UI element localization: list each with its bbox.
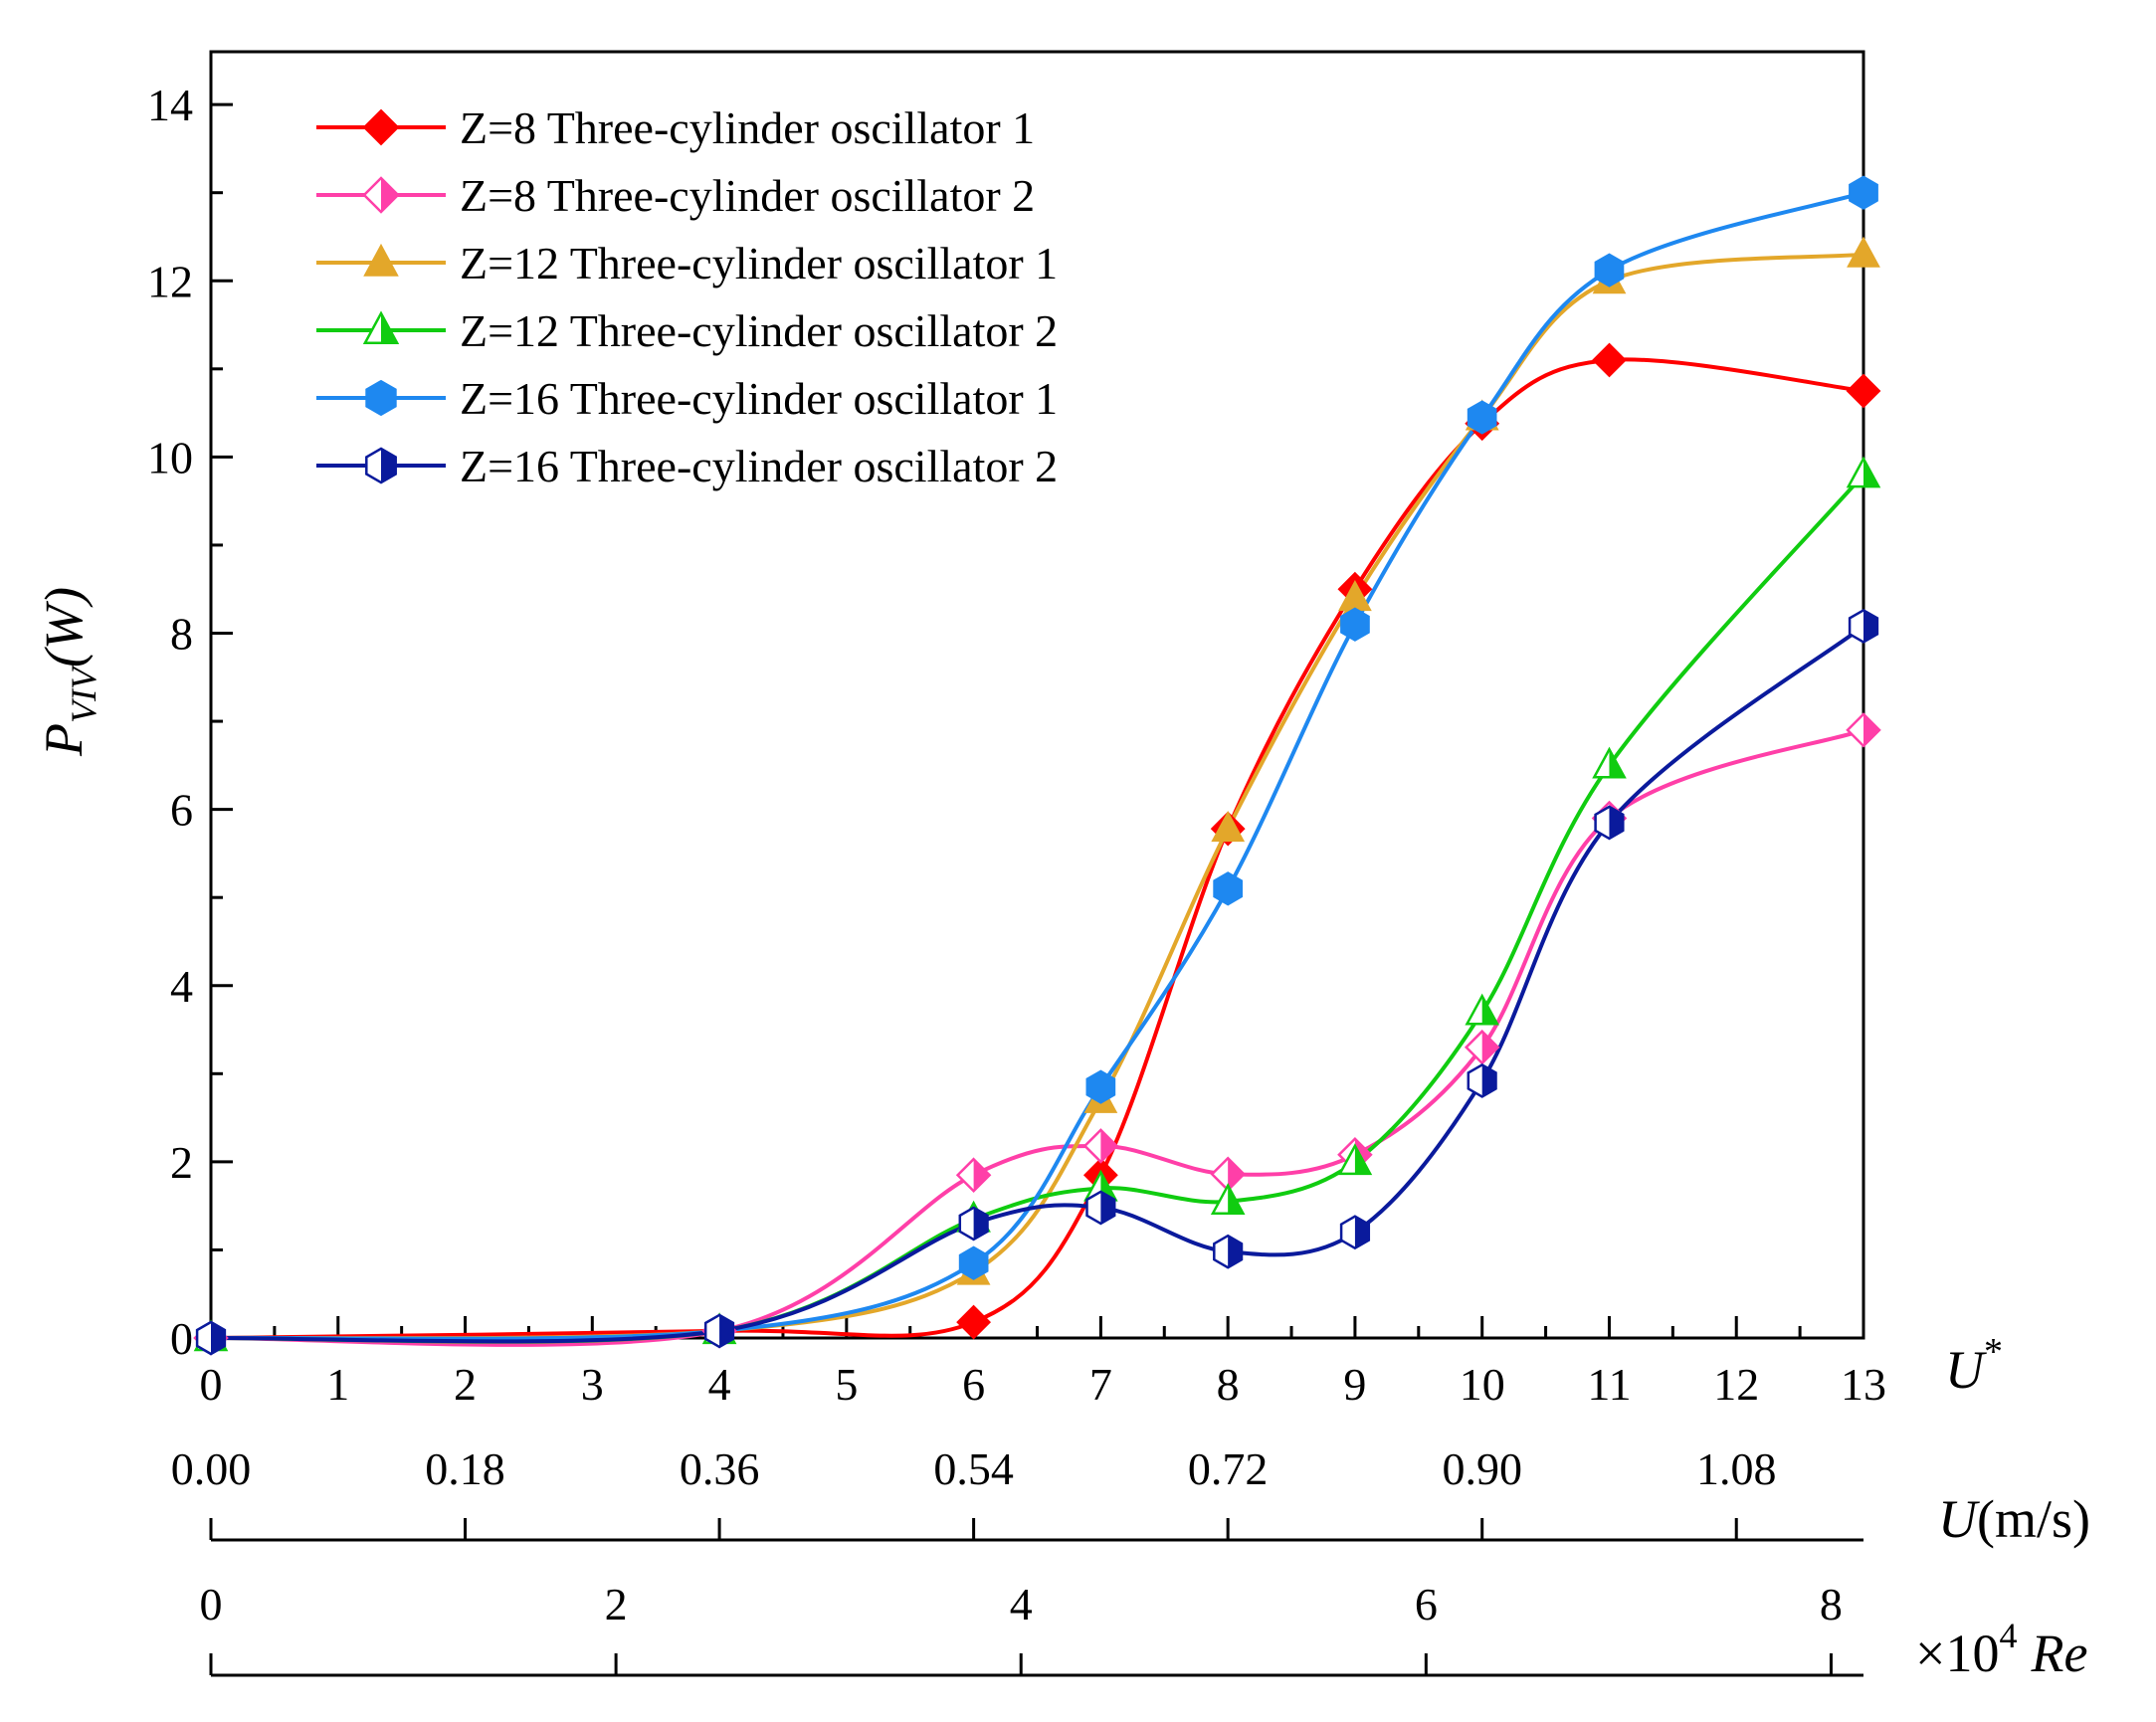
legend-marker [365,379,397,417]
legend-item-5: Z=16 Three-cylinder oscillator 1 [316,373,1058,424]
data-point [1339,1215,1371,1250]
data-point [1082,1128,1119,1164]
legend-item-2: Z=8 Three-cylinder oscillator 2 [316,170,1035,221]
data-point [1592,746,1627,779]
legend-item-6: Z=16 Three-cylinder oscillator 2 [316,441,1058,491]
series-line-1 [210,357,1864,1340]
data-point [1337,1143,1373,1176]
y-tick-label: 0 [170,1313,193,1364]
legend-marker [362,176,400,214]
y-tick-label: 4 [170,961,193,1012]
data-point [1849,175,1878,210]
y-axis: 0 2 4 6 8 10 12 14 [147,80,233,1364]
x-tick-label: 1 [326,1359,349,1410]
velocity-tick-label: 0.18 [425,1443,505,1494]
data-point [1594,805,1625,841]
x-tick-label: 3 [581,1359,604,1410]
y-tick-label: 6 [170,785,193,836]
reynolds-tick-label: 8 [1820,1579,1843,1629]
legend-marker [362,108,400,146]
legend-label: Z=16 Three-cylinder oscillator 1 [460,373,1058,424]
series-markers-1 [193,342,1881,1356]
y-axis-title: PVIV(W) [34,587,103,757]
data-point [1467,400,1497,435]
data-point [1846,712,1881,748]
data-point [1213,1234,1244,1269]
data-point [1592,342,1627,378]
data-point [1465,993,1500,1026]
x-axis-reynolds-title: ×104 Re [1915,1616,2087,1683]
legend-item-3: Z=12 Three-cylinder oscillator 1 [316,238,1058,288]
data-point [958,1206,989,1242]
data-point [703,1313,735,1349]
data-point [1467,1062,1497,1098]
legend-label: Z=12 Three-cylinder oscillator 2 [460,305,1058,356]
x-tick-label: 13 [1841,1359,1886,1410]
velocity-tick-label: 0.72 [1188,1443,1269,1494]
legend-marker [363,243,399,277]
x-tick-label: 7 [1089,1359,1112,1410]
legend-label: Z=8 Three-cylinder oscillator 1 [460,102,1035,153]
y-tick-label: 14 [147,80,193,130]
x-tick-label: 11 [1587,1359,1631,1410]
data-point [955,1157,992,1193]
x-tick-label: 9 [1343,1359,1366,1410]
y-tick-label: 12 [147,256,193,306]
x-axis-reynolds-number: 0 2 4 6 8 [200,1579,1863,1677]
data-point [1085,1190,1116,1226]
y-tick-label: 10 [147,432,193,482]
series-markers-6 [195,608,1879,1356]
data-point [1464,1029,1500,1065]
legend-label: Z=8 Three-cylinder oscillator 2 [460,170,1035,221]
reynolds-tick-label: 0 [200,1579,223,1629]
series-markers [193,175,1881,1356]
series-line-6 [210,624,1865,1344]
x-tick-label: 0 [200,1359,223,1410]
data-point [1848,608,1879,644]
data-point [1846,373,1881,409]
x-tick-label: 12 [1713,1359,1759,1410]
x-tick-label: 10 [1460,1359,1505,1410]
x-axis-reduced-velocity-title: U* [1945,1331,2003,1400]
x-tick-label: 6 [962,1359,985,1410]
data-point [958,1245,989,1280]
data-point [1594,253,1625,287]
x-tick-label: 2 [454,1359,477,1410]
x-tick-label: 5 [835,1359,858,1410]
reynolds-tick-label: 2 [605,1579,628,1629]
legend-label: Z=16 Three-cylinder oscillator 2 [460,441,1058,491]
x-axis-reduced-velocity: 0 1 2 3 4 5 6 7 8 9 10 11 12 13 [200,1316,1886,1410]
data-point [1085,1069,1116,1104]
reynolds-tick-label: 6 [1415,1579,1438,1629]
y-tick-label: 2 [170,1137,193,1188]
velocity-tick-label: 1.08 [1696,1443,1777,1494]
data-point [1211,811,1246,843]
x-tick-label: 8 [1217,1359,1240,1410]
data-point [1340,607,1370,642]
legend-item-1: Z=8 Three-cylinder oscillator 1 [316,102,1035,153]
velocity-tick-label: 0.36 [680,1443,760,1494]
legend: Z=8 Three-cylinder oscillator 1 Z=8 Three… [316,102,1058,491]
x-tick-label: 4 [708,1359,731,1410]
data-point [1213,871,1243,906]
velocity-tick-label: 0.00 [171,1443,252,1494]
legend-item-4: Z=12 Three-cylinder oscillator 2 [316,305,1058,356]
velocity-tick-label: 0.54 [933,1443,1014,1494]
legend-marker [365,447,397,484]
y-tick-label: 8 [170,609,193,660]
legend-label: Z=12 Three-cylinder oscillator 1 [460,238,1058,288]
velocity-tick-label: 0.90 [1442,1443,1522,1494]
x-axis-flow-velocity: 0.00 0.18 0.36 0.54 0.72 0.90 1.08 [171,1443,1863,1542]
legend-marker [362,310,400,345]
reynolds-tick-label: 4 [1010,1579,1033,1629]
series-markers-2 [193,712,1881,1356]
series-markers-4 [193,456,1881,1352]
data-point [1846,456,1881,488]
data-point [1847,236,1880,268]
data-point [195,1320,227,1356]
x-axis-flow-velocity-title: U(m/s) [1938,1489,2090,1549]
data-point [956,1304,992,1340]
data-point [1210,1183,1246,1215]
